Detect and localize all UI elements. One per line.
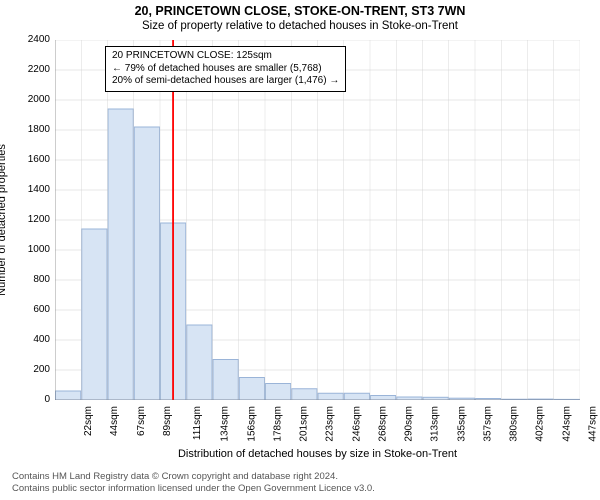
x-tick-label: 111sqm [192, 406, 203, 440]
y-tick-label: 1600 [10, 154, 50, 165]
y-tick-label: 1200 [10, 214, 50, 225]
histogram-plot: 0200400600800100012001400160018002000220… [55, 40, 580, 400]
y-tick-label: 200 [10, 364, 50, 375]
infobox-line-2: ← 79% of detached houses are smaller (5,… [112, 63, 339, 76]
y-axis-label: Number of detached properties [0, 144, 8, 296]
x-tick-label: 447sqm [587, 406, 598, 442]
histogram-svg [55, 40, 580, 400]
page-title: 20, PRINCETOWN CLOSE, STOKE-ON-TRENT, ST… [0, 4, 600, 18]
x-tick-label: 201sqm [299, 406, 310, 442]
y-tick-label: 2200 [10, 64, 50, 75]
y-tick-label: 1400 [10, 184, 50, 195]
y-tick-label: 400 [10, 334, 50, 345]
page-subtitle: Size of property relative to detached ho… [0, 20, 600, 32]
y-tick-label: 800 [10, 274, 50, 285]
x-tick-label: 357sqm [482, 406, 493, 442]
x-tick-label: 246sqm [351, 406, 362, 442]
y-tick-label: 2000 [10, 94, 50, 105]
credits-line-1: Contains HM Land Registry data © Crown c… [12, 471, 375, 482]
credits-line-2: Contains public sector information licen… [12, 483, 375, 494]
y-tick-label: 0 [10, 394, 50, 405]
x-tick-label: 89sqm [162, 406, 173, 436]
y-tick-label: 600 [10, 304, 50, 315]
y-tick-label: 2400 [10, 34, 50, 45]
x-tick-label: 290sqm [404, 406, 415, 442]
x-tick-label: 268sqm [377, 406, 388, 442]
infobox-line-3: 20% of semi-detached houses are larger (… [112, 75, 339, 88]
x-tick-label: 380sqm [509, 406, 520, 442]
y-tick-label: 1800 [10, 124, 50, 135]
x-tick-label: 22sqm [83, 406, 94, 436]
x-tick-label: 178sqm [272, 406, 283, 442]
y-tick-label: 1000 [10, 244, 50, 255]
x-tick-label: 402sqm [535, 406, 546, 442]
x-tick-label: 335sqm [456, 406, 467, 442]
x-tick-label: 424sqm [561, 406, 572, 442]
x-tick-label: 223sqm [325, 406, 336, 442]
infobox-line-1: 20 PRINCETOWN CLOSE: 125sqm [112, 50, 339, 63]
reference-info-box: 20 PRINCETOWN CLOSE: 125sqm ← 79% of det… [105, 46, 346, 92]
credits: Contains HM Land Registry data © Crown c… [12, 471, 375, 494]
x-tick-label: 134sqm [220, 406, 231, 442]
x-tick-label: 44sqm [109, 406, 120, 436]
x-tick-label: 156sqm [246, 406, 257, 442]
x-tick-label: 313sqm [430, 406, 441, 442]
x-axis-label: Distribution of detached houses by size … [55, 448, 580, 460]
x-tick-label: 67sqm [136, 406, 147, 436]
